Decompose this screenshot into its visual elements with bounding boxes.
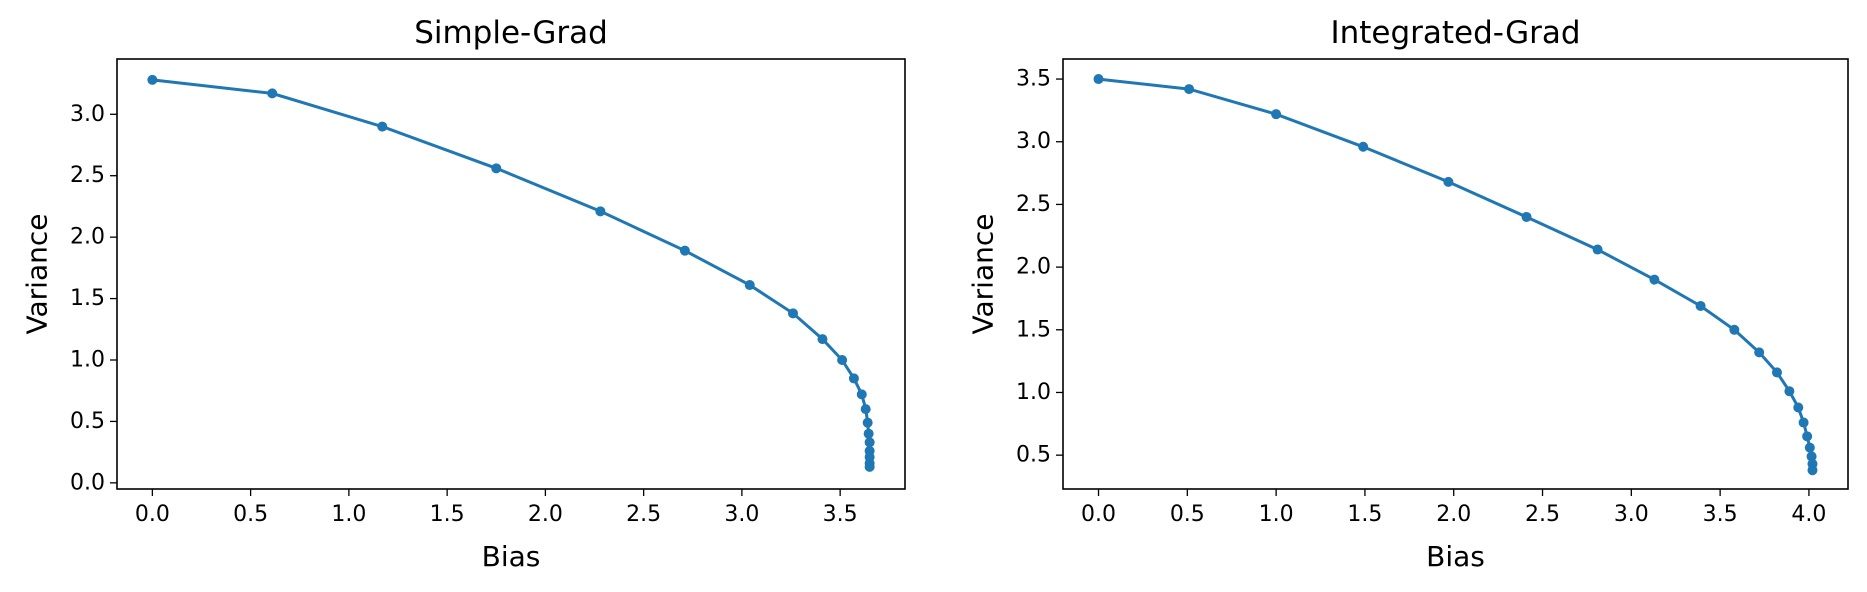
x-tick-label: 2.5: [626, 502, 661, 527]
data-point: [1093, 74, 1104, 85]
series-line: [1098, 77, 1814, 471]
data-point: [1806, 451, 1817, 462]
series-points: [147, 74, 875, 472]
data-point: [1802, 431, 1813, 442]
data-point: [860, 404, 871, 415]
y-axis-label: Variance: [967, 214, 1000, 335]
data-point: [267, 88, 278, 99]
y-tick-label: 2.5: [1016, 192, 1051, 217]
data-point: [1729, 324, 1740, 335]
data-point: [856, 389, 867, 400]
x-tick-label: 2.0: [1436, 502, 1471, 527]
x-tick-label: 3.0: [1614, 502, 1649, 527]
y-tick-label: 2.0: [1016, 255, 1051, 280]
data-point: [863, 428, 874, 439]
integrated-grad-panel: Integrated-Grad Bias Variance 0.0 0.5 1.0 1…: [967, 15, 1849, 573]
data-point: [864, 461, 875, 472]
y-ticks: 0.5 1.0 1.5 2.0 2.5 3.0 3.5: [1016, 67, 1063, 468]
x-ticks: 0.0 0.5 1.0 1.5 2.0 2.5 3.0 3.5: [135, 489, 858, 527]
y-tick-label: 3.0: [1016, 129, 1051, 154]
x-tick-label: 0.0: [135, 502, 170, 527]
data-point: [1695, 300, 1706, 311]
data-point: [787, 308, 798, 319]
simple-grad-panel: Simple-Grad Bias Variance 0.0 0.5 1.0 1.5 2.…: [21, 15, 906, 573]
y-tick-label: 0.0: [70, 470, 105, 495]
y-ticks: 0.0 0.5 1.0 1.5 2.0 2.5 3.0: [70, 102, 117, 495]
data-point: [744, 280, 755, 291]
x-tick-label: 2.0: [528, 502, 563, 527]
data-point: [377, 121, 388, 132]
data-point: [1358, 141, 1369, 152]
data-point: [862, 417, 873, 428]
y-tick-label: 0.5: [1016, 443, 1051, 468]
data-point: [1521, 211, 1532, 222]
x-tick-label: 1.5: [1347, 502, 1382, 527]
x-tick-label: 0.0: [1081, 502, 1116, 527]
x-tick-label: 0.5: [1170, 502, 1205, 527]
x-ticks: 0.0 0.5 1.0 1.5 2.0 2.5 3.0 3.5 4.0: [1081, 489, 1826, 527]
y-tick-label: 3.5: [1016, 67, 1051, 92]
x-axis-label: Bias: [1426, 540, 1485, 573]
plot-frame: [116, 58, 906, 490]
x-tick-label: 2.5: [1525, 502, 1560, 527]
y-tick-label: 1.0: [70, 348, 105, 373]
data-point: [679, 245, 690, 256]
x-tick-label: 0.5: [233, 502, 268, 527]
data-point: [1592, 244, 1603, 255]
data-point: [1649, 274, 1660, 285]
y-tick-label: 0.5: [70, 409, 105, 434]
data-point: [1807, 465, 1818, 476]
data-point: [1798, 417, 1809, 428]
data-point: [837, 355, 848, 365]
x-tick-label: 3.5: [823, 502, 858, 527]
x-tick-label: 1.0: [1259, 502, 1294, 527]
data-point: [1793, 402, 1804, 413]
data-point: [595, 206, 606, 217]
data-point: [817, 334, 828, 345]
series-line: [152, 78, 872, 467]
data-point: [864, 437, 875, 448]
x-tick-label: 1.5: [430, 502, 465, 527]
data-point: [491, 163, 502, 174]
data-point: [1754, 347, 1765, 358]
series-points: [1093, 74, 1818, 476]
chart-title: Integrated-Grad: [1330, 15, 1580, 51]
data-point: [848, 373, 859, 384]
y-axis-label: Variance: [21, 214, 54, 335]
data-point: [1271, 109, 1282, 120]
x-tick-label: 3.0: [724, 502, 759, 527]
y-tick-label: 1.5: [70, 286, 105, 311]
x-tick-label: 4.0: [1791, 502, 1826, 527]
data-point: [1771, 367, 1782, 378]
y-tick-label: 1.5: [1016, 317, 1051, 342]
x-tick-label: 3.5: [1703, 502, 1738, 527]
data-point: [1443, 176, 1454, 187]
data-point: [1804, 442, 1815, 453]
data-point: [1184, 84, 1195, 95]
data-point: [147, 74, 158, 85]
x-axis-label: Bias: [482, 540, 541, 573]
y-tick-label: 1.0: [1016, 380, 1051, 405]
y-tick-label: 3.0: [70, 102, 105, 127]
y-tick-label: 2.0: [70, 225, 105, 250]
plot-frame: [1062, 58, 1849, 490]
chart-title: Simple-Grad: [414, 15, 608, 51]
data-point: [1784, 386, 1795, 397]
x-tick-label: 1.0: [331, 502, 366, 527]
y-tick-label: 2.5: [70, 163, 105, 188]
